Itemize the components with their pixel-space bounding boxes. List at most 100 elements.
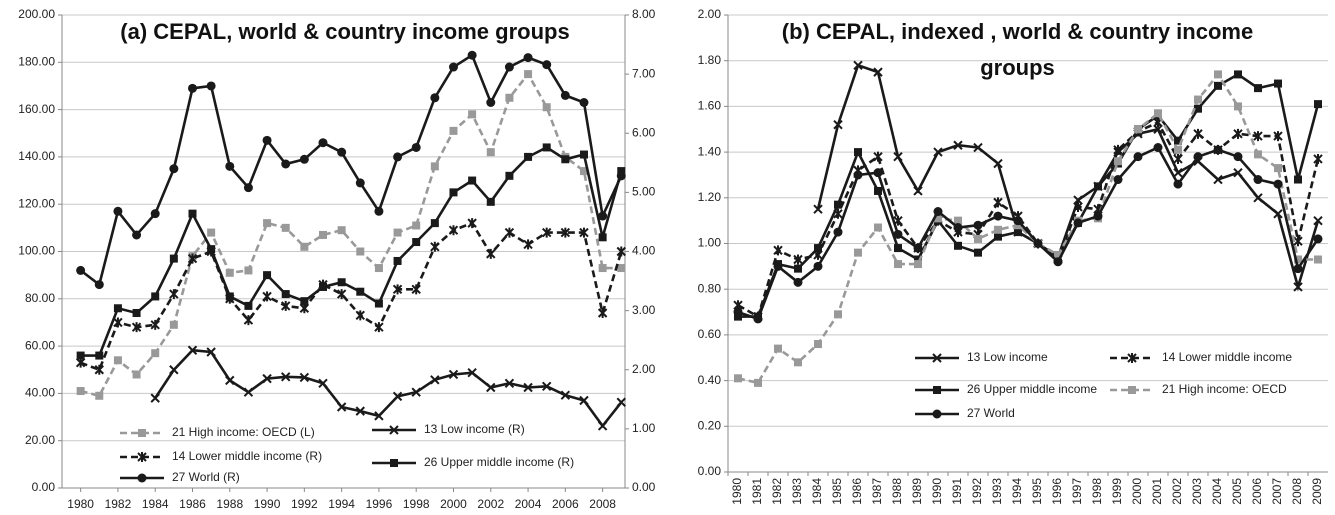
x-tick-label: 1990 (930, 478, 944, 505)
marker (504, 378, 515, 389)
x-tick-label: 1990 (254, 497, 281, 511)
marker (318, 230, 327, 239)
marker (853, 60, 863, 70)
marker (1133, 152, 1143, 162)
marker (794, 358, 802, 367)
marker (579, 227, 589, 238)
marker (953, 140, 963, 150)
marker (617, 264, 626, 273)
marker (374, 322, 384, 333)
marker (1293, 264, 1303, 274)
marker (793, 254, 803, 265)
marker (430, 219, 439, 228)
marker (598, 264, 607, 273)
marker (953, 223, 963, 233)
marker (1253, 193, 1263, 203)
marker (973, 142, 983, 153)
marker (793, 277, 803, 287)
marker (560, 90, 570, 100)
marker (1214, 70, 1222, 79)
series-line (816, 63, 1320, 292)
x-tick-label: 1980 (67, 497, 94, 511)
marker (773, 261, 783, 271)
marker (1294, 175, 1302, 184)
marker (337, 147, 347, 157)
marker (137, 452, 147, 462)
marker (598, 233, 607, 242)
marker (1273, 179, 1283, 189)
marker (1114, 157, 1122, 166)
marker (151, 349, 160, 358)
x-tick-label: 2000 (1130, 478, 1144, 505)
marker (1234, 102, 1242, 111)
marker (76, 351, 85, 360)
y-tick-label: 0.40 (698, 373, 722, 387)
marker (113, 356, 122, 365)
series-line (737, 120, 1320, 319)
marker (1233, 167, 1243, 178)
marker (356, 287, 365, 296)
marker (448, 62, 458, 72)
x-tick-label: 2005 (1230, 478, 1244, 505)
x-tick-label: 1997 (1070, 478, 1084, 505)
marker (1013, 216, 1023, 226)
x-tick-label: 1999 (1110, 478, 1124, 505)
marker (225, 268, 234, 277)
marker (206, 347, 216, 357)
marker (467, 367, 477, 378)
marker (974, 234, 982, 243)
marker (449, 126, 458, 135)
y-tick-label: 160.00 (18, 102, 55, 116)
marker (560, 227, 571, 238)
y-tick-label: 180.00 (18, 54, 55, 68)
legend-label: 26 Upper middle income (R) (424, 455, 574, 469)
marker (318, 282, 327, 291)
x-tick-label: 1984 (810, 478, 824, 505)
marker (169, 164, 179, 174)
marker (1073, 218, 1083, 228)
legend-label: 27 World (967, 406, 1015, 420)
x-tick-label: 1996 (366, 497, 393, 511)
marker (814, 340, 822, 349)
x-tick-label: 2006 (1250, 478, 1264, 505)
marker (579, 167, 588, 176)
marker (774, 344, 782, 353)
marker (1154, 109, 1162, 118)
chart-title: (a) CEPAL, world & country income groups (120, 19, 570, 44)
marker (299, 154, 309, 164)
y-tick-label: 0.80 (698, 281, 722, 295)
marker (1194, 95, 1202, 104)
marker (243, 387, 254, 397)
y-tick-label: 120.00 (18, 196, 55, 210)
marker (169, 365, 179, 375)
marker (1313, 234, 1323, 244)
marker (873, 168, 883, 178)
marker (486, 98, 496, 108)
x-tick-label: 2004 (1210, 478, 1224, 505)
marker (993, 197, 1003, 208)
marker (263, 271, 272, 280)
marker (542, 103, 551, 112)
marker (1173, 179, 1183, 189)
marker (1053, 257, 1063, 267)
x-tick-label: 1992 (970, 478, 984, 505)
marker (913, 186, 923, 196)
marker (813, 204, 823, 214)
marker (853, 170, 863, 180)
series-line (80, 71, 622, 398)
marker (138, 429, 146, 437)
marker (1313, 215, 1323, 226)
marker (244, 266, 253, 275)
x-tick-label: 1998 (1090, 478, 1104, 505)
marker (873, 67, 883, 77)
marker (814, 244, 822, 253)
x-tick-label: 1987 (870, 478, 884, 505)
marker (318, 378, 328, 389)
marker (374, 264, 383, 273)
y-tick-label: 2.00 (698, 7, 722, 21)
marker (597, 421, 608, 431)
x-tick-label: 1986 (850, 478, 864, 505)
marker (1213, 145, 1223, 155)
marker (355, 406, 365, 416)
